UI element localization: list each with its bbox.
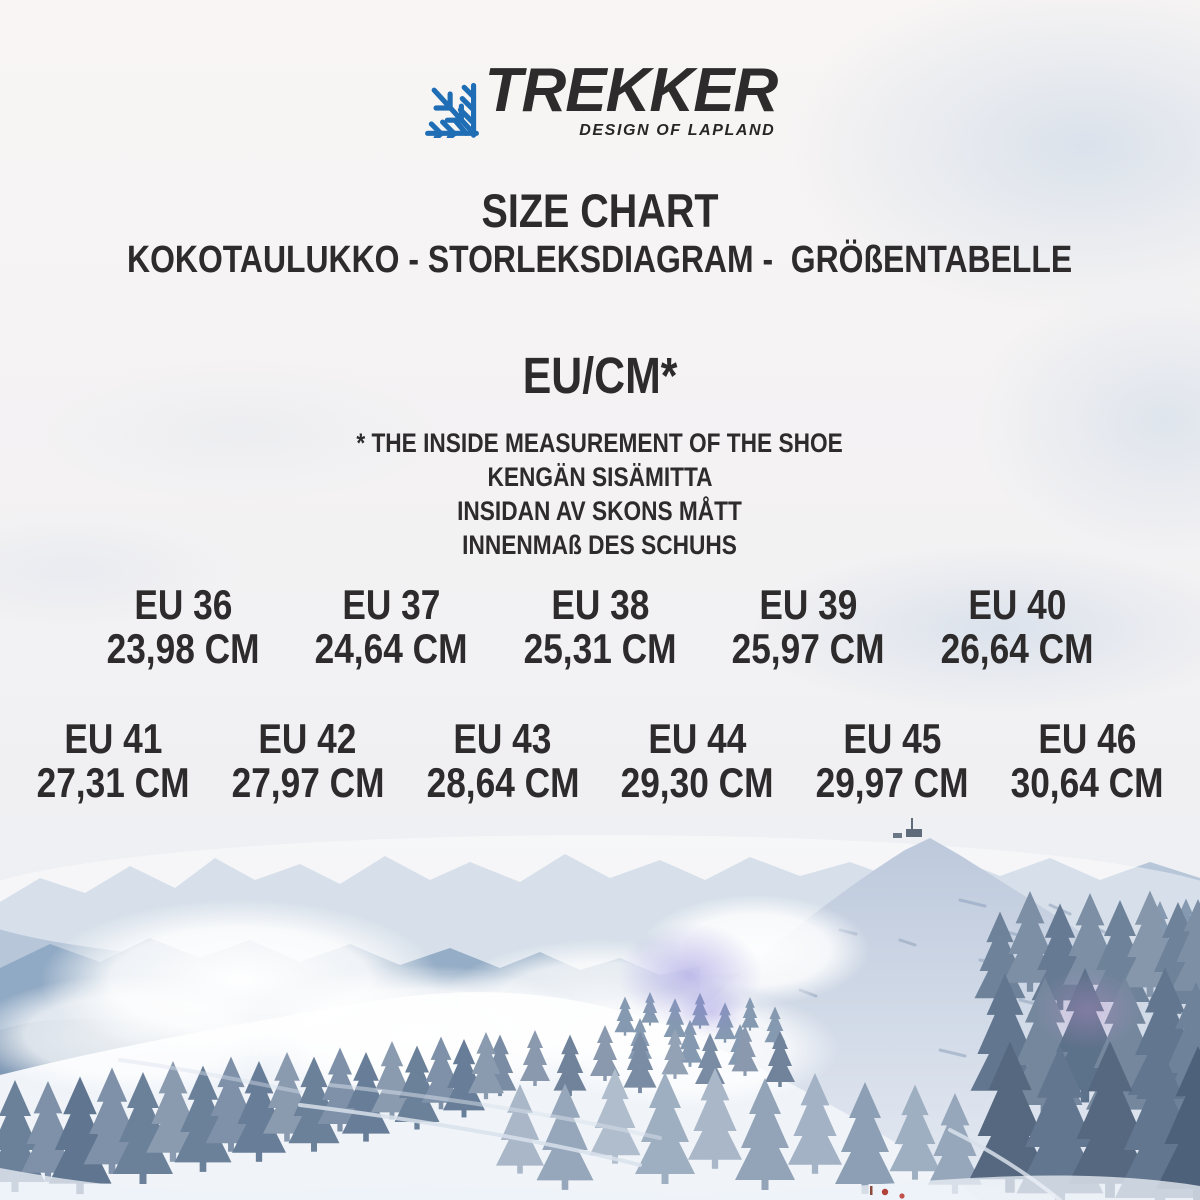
size-cell-eu-43: EU 43 28,64 CM: [412, 717, 594, 805]
size-cell-eu-46: EU 46 30,64 CM: [996, 717, 1178, 805]
size-cell-eu-38: EU 38 25,31 CM: [509, 583, 691, 671]
size-eu-label: EU 45: [843, 715, 942, 762]
size-cm-value: 27,97 CM: [231, 759, 385, 806]
size-cm-value: 27,31 CM: [36, 759, 190, 806]
size-cm-value: 25,97 CM: [731, 625, 885, 672]
size-eu-label: EU 38: [550, 581, 650, 628]
size-eu-label: EU 46: [1037, 715, 1136, 762]
size-cm-value: 24,64 CM: [315, 625, 468, 672]
size-eu-label: EU 42: [258, 715, 357, 762]
size-eu-label: EU 44: [648, 715, 747, 762]
foreground-snow: [0, 1168, 1200, 1200]
sky-clouds: [0, 0, 1200, 713]
unit-heading: EU/CM*: [522, 347, 678, 404]
size-cell-eu-45: EU 45 29,97 CM: [801, 717, 983, 805]
size-row-2: EU 41 27,31 CM EU 42 27,97 CM EU 43 28,6…: [22, 717, 1178, 805]
measurement-footnotes: * THE INSIDE MEASUREMENT OF THE SHOE KEN…: [0, 426, 1200, 562]
pink-flare: [1033, 970, 1143, 1050]
size-cm-value: 29,97 CM: [815, 759, 969, 806]
size-cm-value: 23,98 CM: [106, 625, 260, 672]
footnote-line: INNENMAß DES SCHUHS: [462, 530, 738, 560]
footnote-line: * THE INSIDE MEASUREMENT OF THE SHOE: [356, 428, 844, 458]
snowflake-icon: [424, 82, 479, 139]
size-eu-label: EU 37: [342, 581, 441, 628]
size-cell-eu-37: EU 37 24,64 CM: [300, 583, 482, 671]
size-eu-label: EU 41: [64, 715, 163, 762]
skier-markers: [870, 1186, 905, 1199]
page-title: SIZE CHART: [481, 184, 719, 237]
lens-flare-small: [676, 986, 748, 1038]
brand-logo: TREKKER DESIGN OF LAPLAND: [0, 56, 1200, 140]
size-cell-eu-40: EU 40 26,64 CM: [926, 583, 1108, 671]
size-cell-eu-41: EU 41 27,31 CM: [22, 717, 204, 805]
size-cm-value: 28,64 CM: [426, 759, 580, 806]
page-subtitle: KOKOTAULUKKO - STORLEKSDIAGRAM - GRÖßENT…: [127, 239, 1073, 281]
size-cm-value: 30,64 CM: [1010, 759, 1164, 806]
size-eu-label: EU 40: [967, 581, 1066, 628]
size-eu-label: EU 43: [453, 715, 552, 762]
size-eu-label: EU 39: [759, 581, 858, 628]
summit-station: [893, 818, 922, 838]
size-cell-eu-39: EU 39 25,97 CM: [717, 583, 899, 671]
size-row-1: EU 36 23,98 CM EU 37 24,64 CM EU 38 25,3…: [92, 583, 1108, 671]
size-cm-value: 25,31 CM: [523, 625, 677, 672]
size-cm-value: 29,30 CM: [620, 759, 774, 806]
footnote-line: INSIDAN AV SKONS MÅTT: [457, 496, 743, 526]
brand-name: TREKKER: [484, 56, 779, 125]
size-cm-value: 26,64 CM: [940, 625, 1094, 672]
brand-tagline: DESIGN OF LAPLAND: [579, 122, 776, 140]
size-cell-eu-36: EU 36 23,98 CM: [92, 583, 274, 671]
size-cell-eu-44: EU 44 29,30 CM: [606, 717, 788, 805]
size-eu-label: EU 36: [134, 581, 233, 628]
footnote-line: KENGÄN SISÄMITTA: [487, 462, 713, 492]
size-cell-eu-42: EU 42 27,97 CM: [217, 717, 399, 805]
